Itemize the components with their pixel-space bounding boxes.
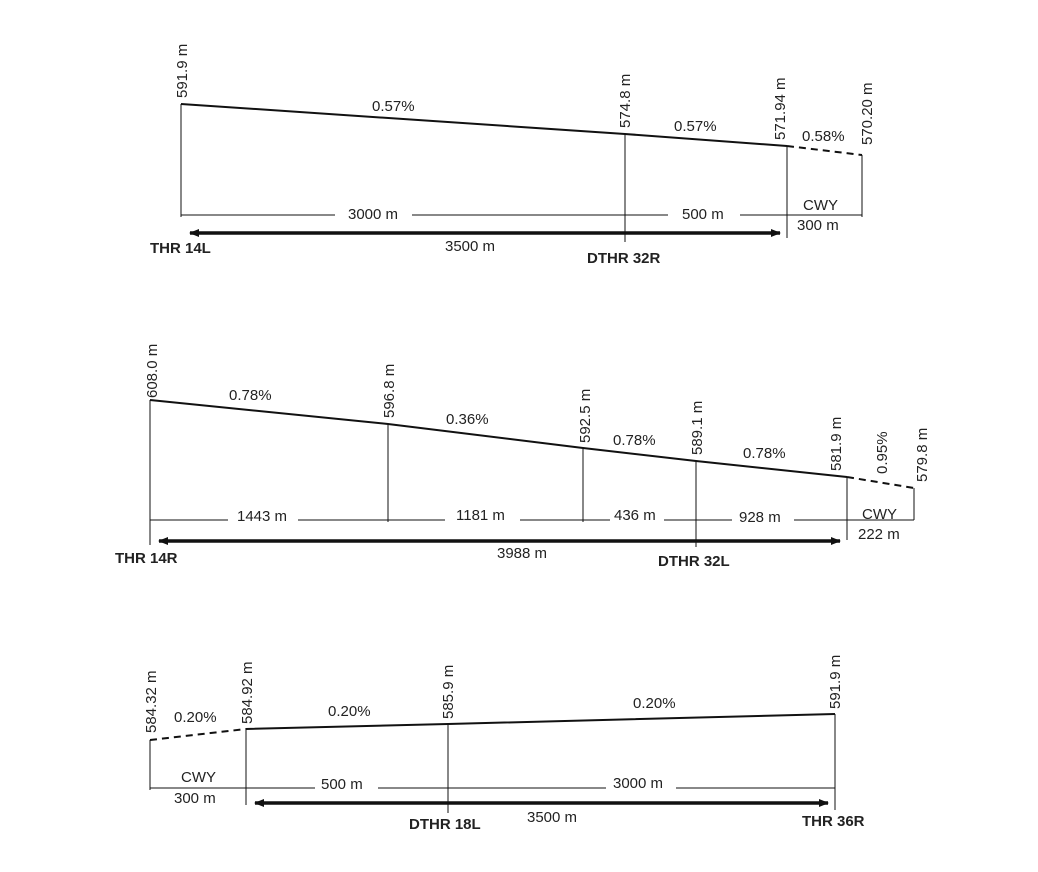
slope-label: 0.78%	[229, 387, 272, 404]
clearway-profile-dashed	[786, 145, 863, 156]
elevation-label: 584.32 m	[143, 670, 160, 733]
runway-profile-line	[149, 399, 848, 478]
elevation-label: 585.9 m	[440, 665, 457, 719]
distance-label: 500 m	[321, 776, 363, 793]
distance-label: 436 m	[614, 507, 656, 524]
elevation-label: 571.94 m	[772, 77, 789, 140]
distance-label: 1181 m	[456, 507, 505, 524]
distance-label: 3000 m	[348, 206, 398, 223]
slope-label: 0.57%	[674, 118, 717, 135]
cwy-length-label: 222 m	[858, 526, 900, 543]
total-length-label: 3500 m	[445, 238, 495, 255]
elevation-label: 574.8 m	[617, 74, 634, 128]
clearway-profile-dashed	[149, 728, 247, 741]
profile-runway-14l-32r: 591.9 m 574.8 m 571.94 m 570.20 m 0.57% …	[150, 44, 876, 267]
elevation-label: 581.9 m	[828, 417, 845, 471]
profile-runway-18l-36r: 584.32 m 584.92 m 585.9 m 591.9 m 0.20% …	[143, 655, 865, 833]
threshold-label: THR 14L	[150, 240, 211, 257]
elevation-label: 589.1 m	[689, 401, 706, 455]
total-length-label: 3988 m	[497, 545, 547, 562]
cwy-length-label: 300 m	[174, 790, 216, 807]
total-length-label: 3500 m	[527, 809, 577, 826]
slope-label: 0.20%	[328, 703, 371, 720]
slope-label: 0.58%	[802, 128, 845, 145]
elevation-label: 592.5 m	[577, 389, 594, 443]
elevation-label: 584.92 m	[239, 661, 256, 724]
slope-label: 0.95%	[874, 431, 891, 474]
slope-label: 0.36%	[446, 411, 489, 428]
elevation-label: 596.8 m	[381, 364, 398, 418]
cwy-label: CWY	[181, 769, 216, 786]
elevation-label: 591.9 m	[827, 655, 844, 709]
elevation-label: 608.0 m	[144, 344, 161, 398]
runway-profile-line	[180, 103, 788, 147]
elevation-label: 570.20 m	[859, 82, 876, 145]
cwy-label: CWY	[862, 506, 897, 523]
slope-label: 0.20%	[174, 709, 217, 726]
threshold-label: THR 14R	[115, 550, 178, 567]
distance-label: 3000 m	[613, 775, 663, 792]
slope-label: 0.57%	[372, 98, 415, 115]
distance-label: 928 m	[739, 509, 781, 526]
slope-label: 0.78%	[743, 445, 786, 462]
slope-label: 0.78%	[613, 432, 656, 449]
elevation-label: 591.9 m	[174, 44, 191, 98]
threshold-label: DTHR 18L	[409, 816, 481, 833]
distance-label: 1443 m	[237, 508, 287, 525]
cwy-label: CWY	[803, 197, 838, 214]
elevation-label: 579.8 m	[914, 428, 931, 482]
threshold-label: DTHR 32R	[587, 250, 661, 267]
slope-label: 0.20%	[633, 695, 676, 712]
cwy-length-label: 300 m	[797, 217, 839, 234]
threshold-label: THR 36R	[802, 813, 865, 830]
threshold-label: DTHR 32L	[658, 553, 730, 570]
profile-runway-14r-32l: 608.0 m 596.8 m 592.5 m 589.1 m 581.9 m …	[115, 344, 931, 570]
clearway-profile-dashed	[846, 476, 915, 489]
distance-label: 500 m	[682, 206, 724, 223]
runway-profile-line	[245, 713, 836, 730]
